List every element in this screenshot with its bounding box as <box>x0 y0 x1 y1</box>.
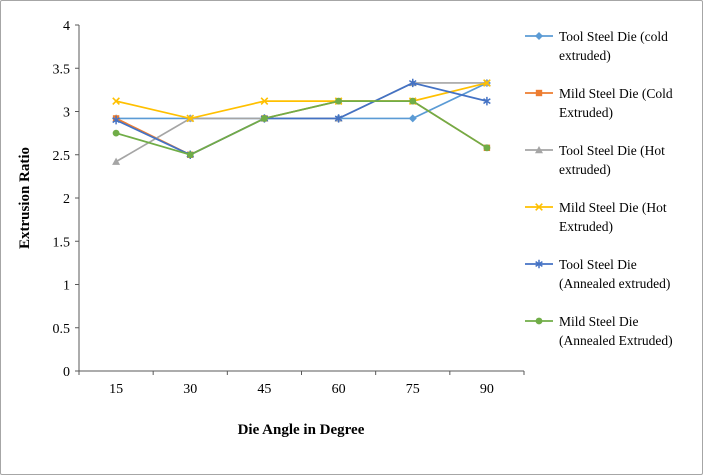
legend-label: extruded) <box>559 48 611 63</box>
series-line <box>115 82 488 156</box>
data-point-marker <box>408 114 417 123</box>
legend-label: (Annealed extruded) <box>559 276 670 291</box>
x-axis-title: Die Angle in Degree <box>238 422 365 438</box>
y-tick-label: 0.5 <box>53 322 71 337</box>
series-x <box>112 79 491 123</box>
data-point-marker <box>112 115 120 125</box>
y-tick-label: 4 <box>63 19 70 34</box>
x-tick-label: 75 <box>406 382 420 397</box>
y-tick-label: 1.5 <box>53 235 71 250</box>
data-point-marker <box>483 79 491 87</box>
legend-label: Extruded) <box>559 219 613 234</box>
legend-item: Tool Steel Die (cold extruded) <box>525 29 668 63</box>
legend-item: Tool Steel Die (Hot extruded) <box>525 143 665 177</box>
legend-item: Mild Steel Die (Annealed Extruded) <box>525 314 673 348</box>
x-tick-label: 60 <box>332 382 346 397</box>
data-point-marker <box>408 78 417 88</box>
legend-label: Tool Steel Die (cold <box>559 29 668 44</box>
data-point-marker <box>112 129 120 137</box>
x-marker-icon <box>535 203 543 211</box>
legend-label: Tool Steel Die <box>559 257 637 272</box>
legend-label: Mild Steel Die (Cold <box>559 86 673 101</box>
plot-area: 0 0.5 1 1.5 2 2.5 3 3.5 4 15 30 45 60 75 90 <box>53 19 525 397</box>
data-point-marker <box>186 114 195 123</box>
y-tick-label: 0 <box>63 365 70 380</box>
circle-marker-icon <box>535 317 543 325</box>
data-point-marker <box>112 97 120 105</box>
legend-label: Tool Steel Die (Hot <box>559 143 665 158</box>
legend-item: Mild Steel Die (Hot Extruded) <box>525 200 667 234</box>
legend-label: (Annealed Extruded) <box>559 333 673 348</box>
series-line <box>115 100 488 156</box>
series-triangle <box>112 78 491 165</box>
legend-label: Mild Steel Die (Hot <box>559 200 667 215</box>
legend-item: Mild Steel Die (Cold Extruded) <box>525 86 673 120</box>
y-tick-label: 2 <box>63 192 70 207</box>
diamond-marker-icon <box>535 32 543 40</box>
data-point-marker <box>335 97 342 105</box>
legend: Tool Steel Die (cold extruded) Mild Steel … <box>525 29 673 348</box>
legend-label: Mild Steel Die <box>559 314 639 329</box>
legend-label: extruded) <box>559 162 611 177</box>
y-tick-label: 3.5 <box>53 62 71 77</box>
data-point-marker <box>483 144 491 152</box>
data-point-marker <box>186 151 194 159</box>
x-tick-label: 15 <box>109 382 123 397</box>
y-tick-label: 3 <box>63 106 70 121</box>
data-point-marker <box>334 114 343 123</box>
x-tick-label: 30 <box>183 382 197 397</box>
asterisk-marker-icon <box>535 259 543 269</box>
legend-label: Extruded) <box>559 105 613 120</box>
x-tick-label: 90 <box>480 382 494 397</box>
data-point-marker <box>260 97 269 105</box>
data-point-marker <box>261 115 268 122</box>
triangle-marker-icon <box>535 146 543 154</box>
legend-item: Tool Steel Die (Annealed extruded) <box>525 257 670 291</box>
y-axis-title: Extrusion Ratio <box>17 147 33 249</box>
data-point-marker <box>409 97 417 105</box>
series-circle <box>112 97 491 159</box>
data-point-marker <box>112 157 121 165</box>
square-marker-icon <box>535 89 543 97</box>
series-line <box>115 82 488 120</box>
y-tick-label: 2.5 <box>53 149 71 164</box>
y-tick-label: 1 <box>63 279 70 294</box>
data-point-marker <box>483 96 491 106</box>
x-tick-label: 45 <box>257 382 271 397</box>
